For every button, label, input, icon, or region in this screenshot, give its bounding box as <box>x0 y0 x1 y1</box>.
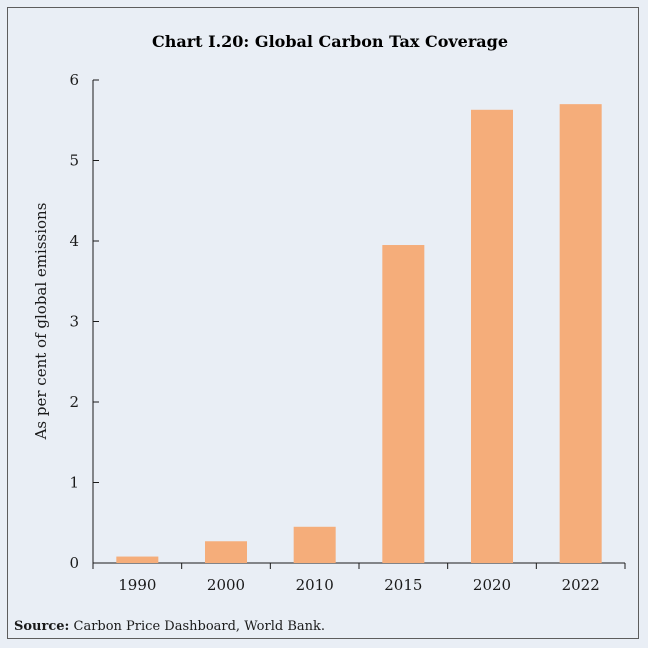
plot-area: 0 1 2 3 4 5 6 1990 2000 2010 2015 2020 2022 <box>69 71 626 594</box>
y-tick-label: 2 <box>69 393 79 411</box>
chart-title: Chart I.20: Global Carbon Tax Coverage <box>152 32 508 51</box>
source-text: Carbon Price Dashboard, World Bank. <box>69 619 326 634</box>
bar <box>471 109 513 563</box>
x-tick-label: 2022 <box>562 576 600 594</box>
source-note: Source: Carbon Price Dashboard, World Ba… <box>14 619 325 634</box>
x-tick-label: 2020 <box>473 576 511 594</box>
bar <box>559 104 602 564</box>
x-tick-label: 2000 <box>207 576 245 594</box>
x-tick-label: 2015 <box>384 576 422 594</box>
y-tick-label: 0 <box>69 554 79 572</box>
bar <box>116 556 159 563</box>
bar <box>205 541 247 563</box>
y-tick-label: 6 <box>69 71 79 89</box>
source-label: Source: <box>14 619 70 634</box>
bar <box>293 526 336 563</box>
y-axis-label: As per cent of global emissions <box>32 203 50 441</box>
y-tick-label: 4 <box>69 232 79 250</box>
y-tick-label: 1 <box>69 474 79 492</box>
y-tick-label: 3 <box>69 313 79 331</box>
x-tick-label: 2010 <box>296 576 334 594</box>
y-tick-label: 5 <box>69 152 79 170</box>
bar <box>382 245 425 563</box>
x-tick-label: 1990 <box>118 576 156 594</box>
